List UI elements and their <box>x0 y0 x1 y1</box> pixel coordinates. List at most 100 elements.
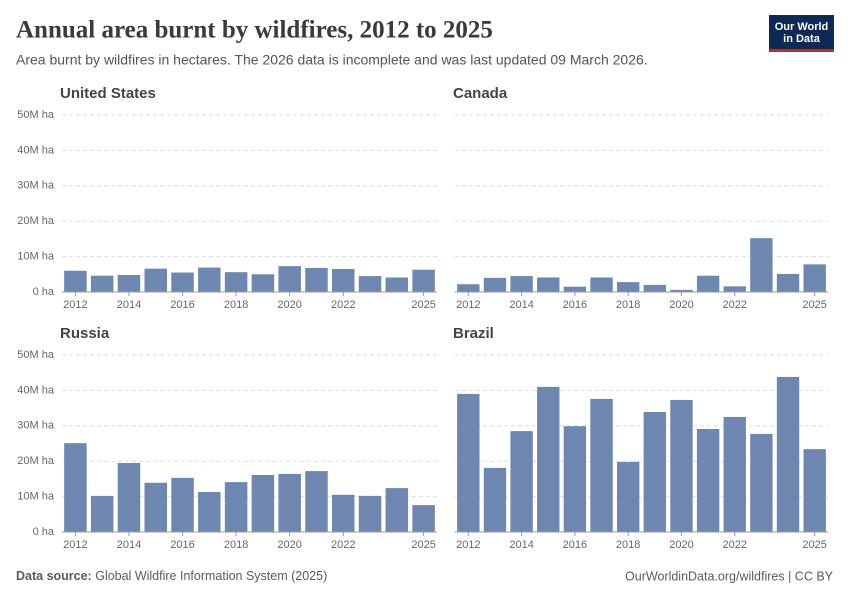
bar <box>776 273 800 292</box>
x-tick-label: 2020 <box>277 299 301 311</box>
x-tick-label: 2016 <box>563 299 587 311</box>
x-tick-label: 2020 <box>669 299 693 311</box>
x-tick-label: 2025 <box>411 539 435 551</box>
x-tick-label: 2020 <box>277 539 301 551</box>
bar <box>537 277 560 292</box>
bar <box>776 376 800 532</box>
x-tick-label: 2022 <box>331 539 355 551</box>
bar <box>171 477 194 532</box>
source-label: Data source: <box>16 569 92 583</box>
x-tick-label: 2022 <box>723 539 747 551</box>
logo[interactable]: Our World in Data <box>769 15 834 52</box>
bar <box>803 264 826 292</box>
bar <box>358 276 382 292</box>
x-tick-label: 2012 <box>456 299 480 311</box>
x-tick-label: 2016 <box>170 539 194 551</box>
bar <box>563 286 587 292</box>
bar <box>510 431 533 532</box>
x-tick-label: 2016 <box>170 299 194 311</box>
bar <box>224 272 248 292</box>
panel-title: United States <box>60 85 156 102</box>
bar <box>616 282 640 292</box>
x-tick-label: 2012 <box>456 539 480 551</box>
x-tick-label: 2012 <box>63 299 87 311</box>
bar <box>457 393 480 532</box>
x-tick-label: 2014 <box>509 539 533 551</box>
bar <box>198 267 221 292</box>
bar <box>590 398 613 532</box>
bar <box>278 266 301 292</box>
bar <box>643 284 667 292</box>
bar <box>412 269 435 292</box>
bar <box>670 399 693 532</box>
y-tick-label: 50M ha <box>17 349 55 361</box>
bar <box>198 491 221 532</box>
x-tick-label: 2018 <box>224 299 248 311</box>
bar <box>643 411 667 532</box>
y-tick-label: 20M ha <box>17 215 55 227</box>
bar <box>251 475 275 532</box>
logo-box <box>769 15 834 49</box>
logo-underline <box>769 49 834 52</box>
x-tick-label: 2020 <box>669 539 693 551</box>
bar <box>803 449 826 532</box>
x-tick-label: 2018 <box>224 539 248 551</box>
x-tick-label: 2012 <box>63 539 87 551</box>
x-tick-label: 2016 <box>563 539 587 551</box>
x-tick-label: 2018 <box>616 539 640 551</box>
bar <box>483 467 507 532</box>
y-tick-label: 30M ha <box>17 180 55 192</box>
bar <box>305 471 328 532</box>
chart-title: Annual area burnt by wildfires, 2012 to … <box>16 17 493 44</box>
y-tick-label: 30M ha <box>17 420 55 432</box>
source-url[interactable]: OurWorldinData.org/wildfires | CC BY <box>625 569 834 583</box>
bar <box>457 284 480 292</box>
bar <box>670 289 693 292</box>
y-tick-label: 10M ha <box>17 251 55 263</box>
bar <box>590 277 613 292</box>
bar <box>563 426 587 532</box>
x-tick-label: 2014 <box>509 299 533 311</box>
bar <box>278 473 301 532</box>
bar <box>305 267 328 292</box>
bar <box>723 286 746 292</box>
bar <box>385 277 409 292</box>
y-tick-label: 20M ha <box>17 455 55 467</box>
bar <box>90 495 114 532</box>
y-tick-label: 40M ha <box>17 384 55 396</box>
y-tick-label: 0 ha <box>33 286 55 298</box>
x-tick-label: 2014 <box>117 539 141 551</box>
y-tick-label: 10M ha <box>17 491 55 503</box>
bar <box>332 494 355 532</box>
logo-text: in Data <box>783 33 821 45</box>
bar <box>90 275 114 292</box>
bar <box>696 428 720 532</box>
bar <box>224 482 248 532</box>
bar <box>483 277 507 292</box>
panel-title: Brazil <box>453 325 494 342</box>
x-tick-label: 2022 <box>723 299 747 311</box>
bar <box>332 268 355 292</box>
bar <box>144 268 167 292</box>
bar <box>750 433 773 532</box>
x-tick-label: 2025 <box>802 299 826 311</box>
panel-title: Canada <box>453 85 508 102</box>
bar <box>537 386 560 532</box>
bar <box>64 270 87 292</box>
bar <box>412 505 435 532</box>
x-tick-label: 2025 <box>411 299 435 311</box>
source-text: Global Wildfire Information System (2025… <box>95 569 327 583</box>
panel-title: Russia <box>60 325 110 342</box>
bar <box>750 238 773 292</box>
y-tick-label: 0 ha <box>33 526 55 538</box>
bar <box>358 495 382 532</box>
bar <box>616 461 640 532</box>
bar <box>144 482 167 532</box>
y-tick-label: 40M ha <box>17 144 55 156</box>
bar <box>251 274 275 292</box>
bar <box>117 462 141 532</box>
x-tick-label: 2022 <box>331 299 355 311</box>
bar <box>510 276 533 292</box>
x-tick-label: 2018 <box>616 299 640 311</box>
